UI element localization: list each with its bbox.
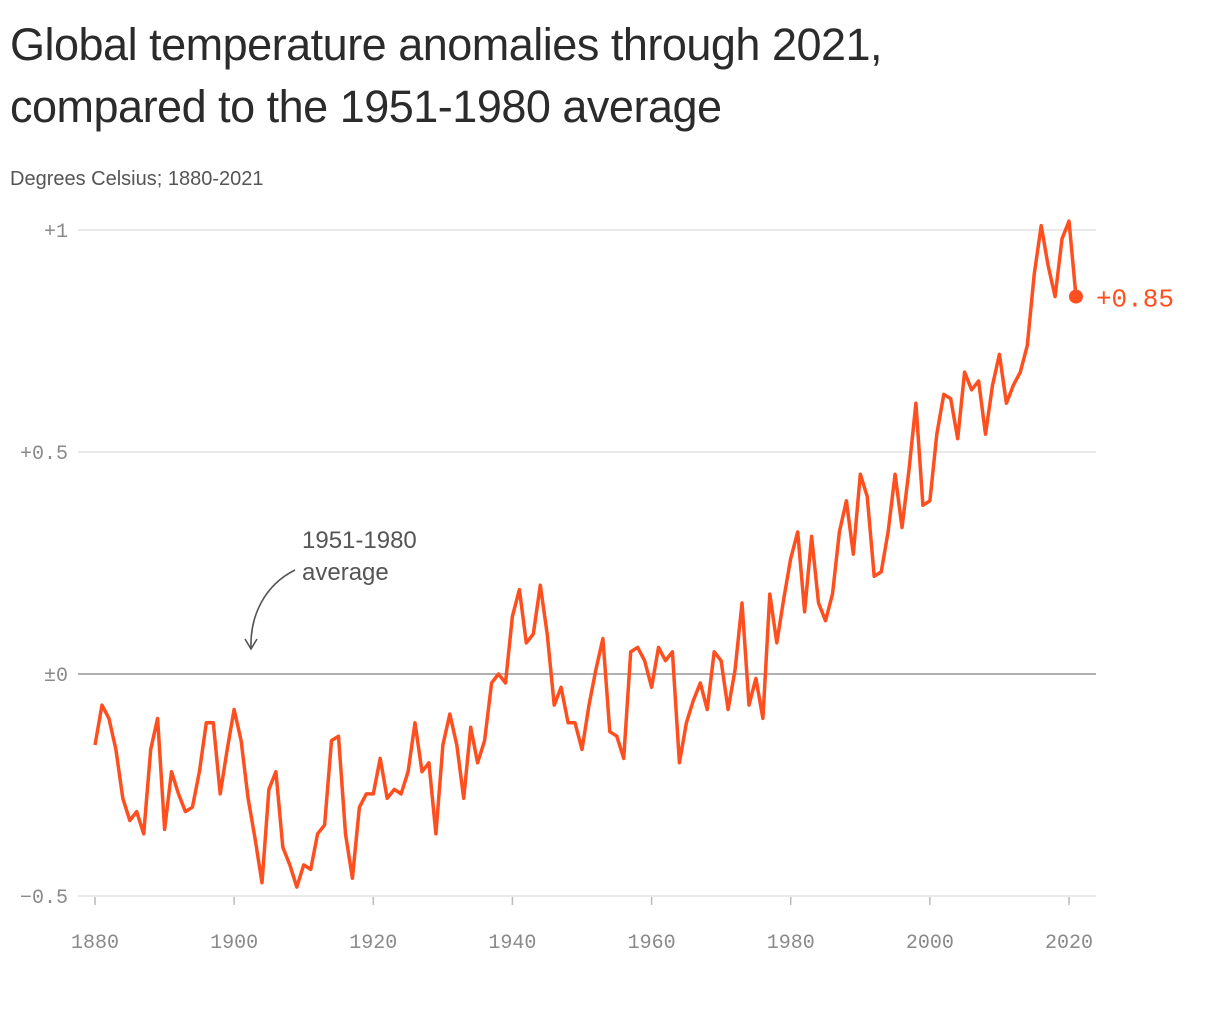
x-axis: 1880 1900 1920 1940 1960 1980 2000 2020 [71,897,1093,955]
annotation-line-1: 1951-1980 [302,527,417,554]
grid: +1 +0.5 ±0 −0.5 [20,221,1096,910]
x-tick-label: 1900 [210,932,258,955]
arrow-head-icon [244,638,258,651]
x-tick-label: 1960 [628,932,676,955]
y-tick-label: +1 [44,221,68,244]
x-tick-label: 1940 [488,932,536,955]
title-line-1: Global temperature anomalies through 202… [10,19,883,70]
y-tick-label: ±0 [44,665,68,688]
x-tick-label: 1980 [767,932,815,955]
chart-title: Global temperature anomalies through 202… [10,14,883,138]
y-tick-label: +0.5 [20,443,68,466]
title-line-2: compared to the 1951-1980 average [10,81,722,132]
average-annotation: 1951-1980 average [244,527,417,651]
annotation-arrow [250,569,296,649]
x-tick-label: 2000 [906,932,954,955]
series-line [93,219,1078,889]
annotation-line-2: average [302,559,389,586]
x-tick-label: 2020 [1045,932,1093,955]
y-tick-label: −0.5 [20,887,68,910]
x-tick-label: 1920 [349,932,397,955]
x-tick-label: 1880 [71,932,119,955]
end-point [1068,289,1083,304]
chart-subtitle: Degrees Celsius; 1880-2021 [10,168,264,190]
end-value-label: +0.85 [1096,285,1174,315]
